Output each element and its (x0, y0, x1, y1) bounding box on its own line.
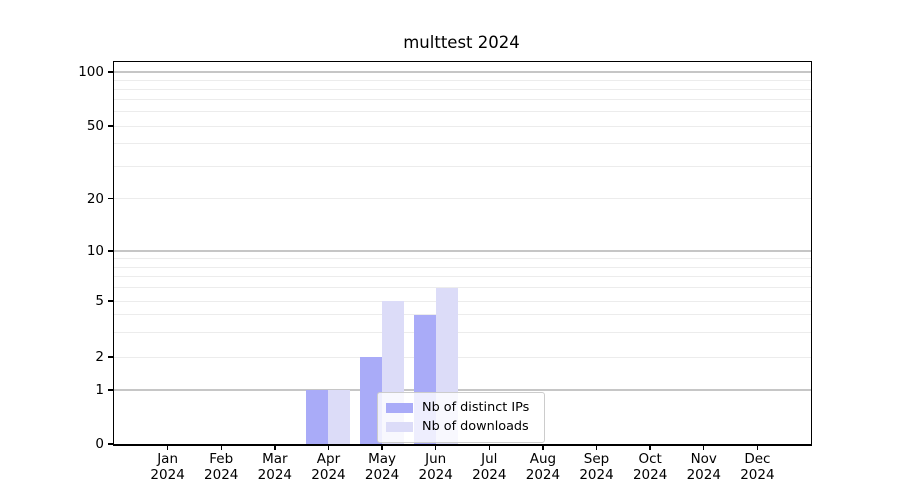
x-axis-month-label: May (368, 451, 397, 467)
x-axis-tick (542, 445, 544, 450)
x-axis-tick (274, 445, 276, 450)
gridline-minor (114, 314, 811, 316)
gridline-minor (114, 88, 811, 90)
gridline-minor (114, 300, 811, 302)
x-axis-tick (381, 445, 383, 450)
y-axis-tick (108, 250, 113, 252)
y-axis-tick (108, 356, 113, 358)
y-axis-tick-label: 20 (86, 190, 104, 207)
y-axis-tick (108, 443, 113, 445)
gridline-minor (114, 99, 811, 101)
x-axis-tick (327, 445, 330, 450)
legend-label-downloads: Nb of downloads (422, 419, 529, 434)
y-axis-tick (108, 125, 113, 127)
gridline-minor (114, 143, 811, 145)
gridline-minor (114, 276, 811, 278)
y-axis-tick-label: 10 (86, 243, 104, 259)
x-axis-month-label: Mar (262, 451, 288, 467)
y-axis-tick (108, 300, 113, 302)
gridline-major (114, 71, 811, 73)
x-axis-month-label: Jun (425, 451, 447, 467)
gridline-minor (114, 125, 811, 127)
x-axis-year-label: 2024 (418, 467, 453, 483)
bar-distinct-ips-apr (306, 390, 329, 444)
x-axis-year-label: 2024 (579, 467, 614, 483)
y-axis-tick-label: 2 (95, 349, 104, 365)
x-axis-year-label: 2024 (150, 467, 185, 483)
x-axis-tick (756, 445, 759, 450)
y-axis-tick-label: 50 (86, 118, 104, 134)
gridline-minor (114, 111, 811, 113)
x-axis-tick (166, 445, 169, 450)
legend: Nb of distinct IPs Nb of downloads (377, 392, 545, 443)
y-axis-tick-label: 100 (78, 64, 104, 80)
x-axis-year-label: 2024 (204, 467, 239, 483)
y-axis-tick-label: 0 (95, 436, 104, 452)
x-axis-tick (649, 445, 651, 450)
gridline-minor (114, 198, 811, 200)
legend-entry-distinct-ips: Nb of distinct IPs (386, 398, 536, 417)
x-axis-tick (595, 445, 598, 450)
x-axis-month-label: Jul (481, 451, 498, 467)
x-axis-month-label: Apr (316, 451, 341, 467)
x-axis-year-label: 2024 (740, 467, 775, 483)
x-axis-year-label: 2024 (311, 467, 346, 483)
chart-title: multtest 2024 (403, 33, 520, 52)
legend-swatch-downloads-icon (386, 421, 413, 432)
x-axis-month-label: Dec (744, 451, 771, 467)
legend-label-distinct-ips: Nb of distinct IPs (422, 400, 530, 415)
gridline-minor (114, 287, 811, 289)
gridline-minor (114, 166, 811, 168)
x-axis-year-label: 2024 (525, 467, 561, 483)
x-axis-month-label: Oct (638, 451, 662, 467)
gridline-minor (114, 258, 811, 260)
y-axis-tick-label: 5 (95, 293, 104, 309)
bar-downloads-apr (328, 390, 351, 444)
x-axis-year-label: 2024 (632, 467, 668, 483)
x-axis-month-label: Feb (209, 451, 234, 467)
x-axis-year-label: 2024 (472, 467, 507, 483)
legend-entry-downloads: Nb of downloads (386, 417, 536, 436)
x-axis-year-label: 2024 (257, 467, 293, 483)
x-axis-year-label: 2024 (686, 467, 721, 483)
x-axis-tick (220, 445, 222, 450)
plot-area (113, 61, 812, 446)
x-axis-tick (703, 445, 705, 450)
gridline-minor (114, 266, 811, 268)
gridline-minor (114, 356, 811, 358)
y-axis-tick (108, 198, 113, 200)
x-axis-month-label: Jan (157, 451, 179, 467)
x-axis-month-label: Nov (690, 451, 717, 467)
gridline-major (114, 389, 811, 391)
x-axis-year-label: 2024 (364, 467, 400, 483)
gridline-minor (114, 331, 811, 333)
x-axis-month-label: Aug (529, 451, 557, 467)
legend-swatch-distinct-ips-icon (386, 402, 413, 413)
x-axis-tick (434, 445, 437, 450)
x-axis-month-label: Sep (583, 451, 610, 467)
y-axis-tick-label: 1 (95, 382, 104, 398)
bar-distinct-ips-may (360, 357, 383, 444)
x-axis-tick (488, 445, 490, 450)
y-axis-tick (108, 389, 113, 391)
gridline-minor (114, 79, 811, 81)
y-axis-tick (108, 71, 113, 73)
gridline-major (114, 250, 811, 252)
